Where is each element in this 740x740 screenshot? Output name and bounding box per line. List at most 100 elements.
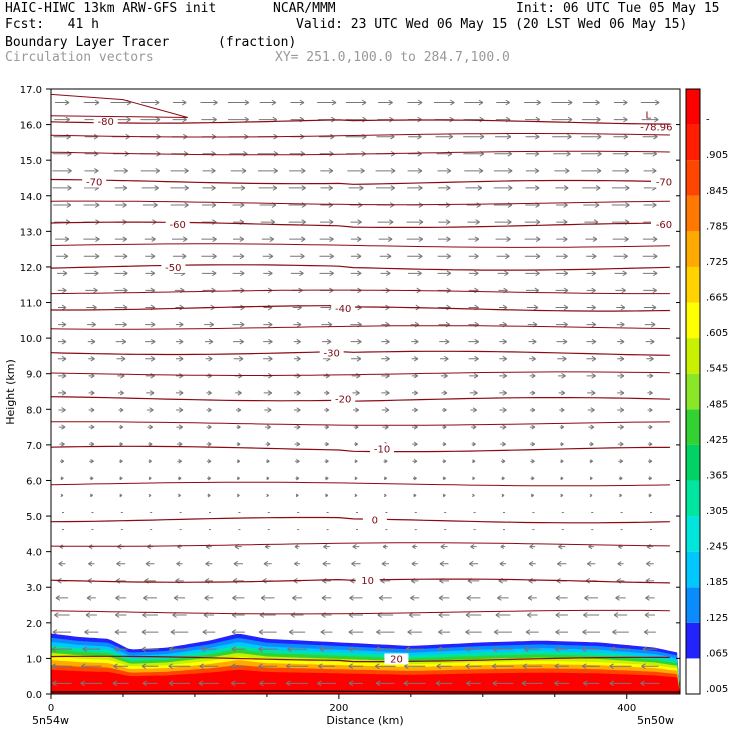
wind-vector: [318, 133, 335, 140]
wind-vector: [86, 304, 97, 311]
wind-vector: [324, 441, 329, 447]
wind-vector: [495, 133, 512, 140]
wind-vector: [89, 458, 94, 464]
wind-vector: [140, 168, 161, 174]
wind-vector: [145, 253, 156, 260]
wind-vector: [645, 338, 655, 345]
colorbar-label: .065: [706, 648, 728, 659]
wind-vector: [204, 321, 215, 328]
contour-label-bg: [370, 443, 395, 455]
colorbar-label: .125: [706, 613, 728, 624]
wind-vector: [410, 595, 420, 601]
wind-vector: [586, 338, 597, 345]
wind-vector: [86, 595, 96, 601]
wind-vector: [56, 253, 69, 260]
temperature-contour: [51, 305, 670, 312]
wind-vector: [84, 270, 99, 277]
wind-vector: [285, 680, 309, 687]
wind-vector: [499, 373, 508, 379]
wind-vector: [202, 185, 216, 191]
wind-vector: [319, 646, 334, 652]
wind-vector: [640, 680, 660, 687]
wind-vector: [524, 236, 541, 243]
wind-vector: [468, 287, 479, 294]
wind-vector: [206, 373, 213, 379]
wind-vector: [59, 441, 65, 447]
temperature-contour: [51, 516, 670, 524]
wind-vector: [324, 476, 329, 481]
wind-vector: [529, 407, 536, 413]
wind-vector: [646, 355, 654, 362]
wind-vector: [114, 270, 128, 277]
wind-vector: [200, 99, 218, 106]
wind-vector: [586, 560, 596, 567]
wind-vector: [587, 390, 596, 396]
y-tick-label: 17.0: [20, 85, 42, 96]
wind-vector: [347, 168, 365, 174]
wind-vector: [529, 390, 536, 396]
wind-vector: [468, 321, 480, 328]
wind-vector: [118, 407, 124, 413]
wind-vector: [351, 560, 361, 567]
wind-vector: [381, 390, 390, 396]
wind-vector: [466, 680, 481, 687]
wind-vector: [407, 629, 422, 635]
wind-vector: [115, 578, 126, 584]
y-tick-label: 12.0: [20, 263, 42, 274]
wind-vector: [558, 543, 566, 550]
y-tick-label: 5.0: [26, 512, 42, 523]
wind-vector: [88, 356, 95, 362]
wind-vector: [319, 270, 334, 277]
wind-vector: [411, 338, 419, 345]
wind-vector: [264, 407, 272, 413]
wind-vector: [205, 560, 213, 567]
wind-vector: [290, 99, 305, 106]
wind-vector: [469, 373, 479, 379]
colorbar-swatch: [686, 551, 700, 588]
colorbar-label: .245: [706, 542, 728, 553]
wind-vector: [499, 424, 507, 430]
wind-vector: [206, 459, 212, 464]
wind-vector: [493, 168, 513, 174]
temperature-contour: [51, 289, 670, 295]
wind-vector: [145, 321, 156, 328]
contour-label: -20: [335, 395, 351, 406]
temperature-contour: [51, 150, 670, 156]
wind-vector: [499, 407, 507, 413]
wind-vector: [231, 663, 246, 670]
wind-vector: [57, 270, 68, 277]
wind-vector: [143, 595, 158, 601]
wind-vector: [84, 133, 99, 140]
wind-vector: [51, 663, 73, 670]
wind-vector: [411, 356, 419, 362]
wind-vector: [142, 202, 158, 208]
wind-vector: [442, 442, 447, 447]
wind-vector: [348, 646, 364, 652]
x-tick-label: 200: [329, 703, 348, 714]
field-name: Boundary Layer Tracer: [5, 35, 170, 50]
contour-label-bg: [165, 219, 190, 231]
contour-label-bg: [651, 176, 677, 188]
wind-vector: [202, 168, 216, 174]
wind-vector: [555, 304, 569, 311]
wind-vector: [527, 595, 537, 601]
wind-vector: [171, 236, 188, 243]
wind-vector: [320, 202, 334, 208]
wind-vector: [524, 646, 541, 652]
wind-vector: [407, 270, 422, 277]
wind-vector: [583, 612, 600, 618]
wind-vector: [206, 390, 212, 396]
wind-vector: [83, 202, 100, 208]
wind-vector: [440, 355, 449, 362]
wind-vector: [232, 595, 245, 601]
colorbar-swatch: [686, 89, 700, 125]
colorbar-swatch: [686, 231, 700, 267]
wind-vector: [148, 459, 152, 464]
wind-vector: [559, 424, 565, 430]
wind-vector: [374, 663, 396, 670]
wind-vector: [469, 390, 478, 396]
wind-vector: [207, 493, 211, 498]
wind-vector: [170, 168, 189, 174]
wind-vector: [51, 646, 73, 652]
